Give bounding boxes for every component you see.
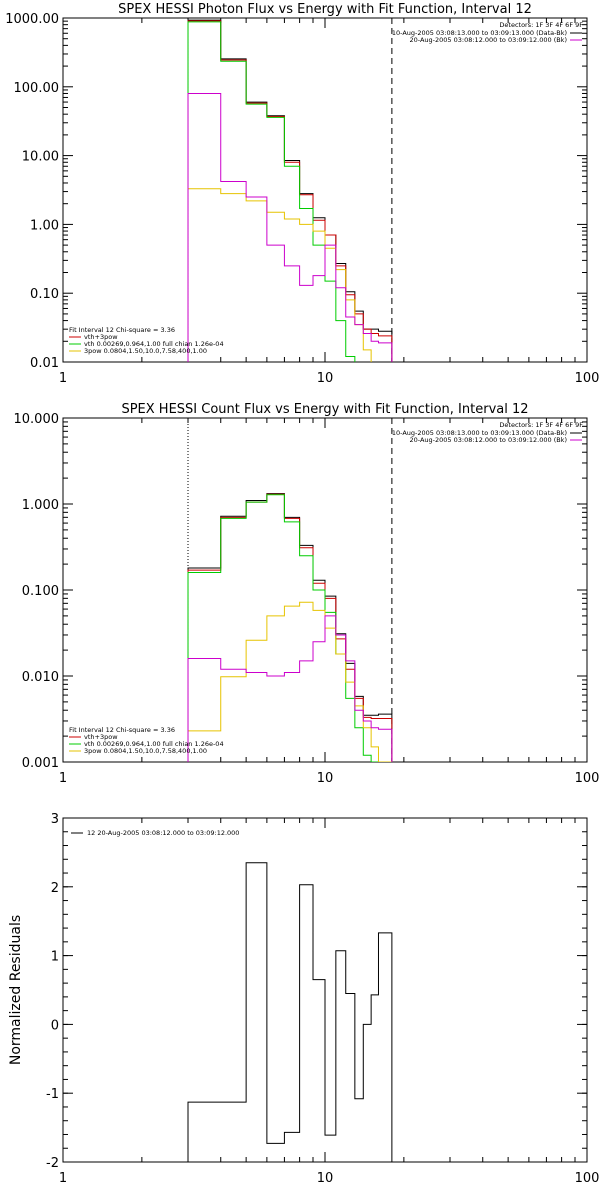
y-tick-label: 0.001 — [22, 756, 59, 771]
y-axis-label: Normalized Residuals — [8, 915, 24, 1065]
legend-entry: 3pow 0.0804,1.50,10.0,7.58,400,1.00 — [84, 747, 207, 755]
plot-frame — [62, 17, 588, 363]
series-group — [187, 493, 393, 762]
y-tick-label: 1.000 — [22, 498, 59, 513]
x-tick-label: 10 — [317, 371, 334, 386]
y-tick-label: 100.00 — [14, 81, 60, 96]
x-tick-label: 100 — [575, 371, 600, 386]
legend-top-left: 12 20-Aug-2005 03:08:12.000 to 03:09:12.… — [71, 829, 239, 837]
panel-1: SPEX HESSI Photon Flux vs Energy with Fi… — [5, 2, 600, 386]
legend-entry: vth 0.00269,0.964,1.00 full chian 1.26e-… — [84, 340, 224, 348]
series-vth-3pow-line — [187, 493, 393, 762]
series-group — [187, 19, 393, 362]
y-tick-label: -1 — [46, 1087, 59, 1102]
series-data-bk-line — [187, 493, 393, 762]
y-tick-label: 1000.00 — [5, 12, 59, 27]
chart-title: SPEX HESSI Photon Flux vs Energy with Fi… — [118, 2, 532, 17]
legend-entry: 10-Aug-2005 03:08:13.000 to 03:09:13.000… — [392, 429, 567, 437]
legend-detectors: Detectors: 1F 3F 4F 6F 9F — [499, 421, 583, 429]
x-tick-label: 1 — [59, 1171, 67, 1186]
legend-fit-header: Fit Interval 12 Chi-square = 3.36 — [69, 326, 175, 334]
panel-2: SPEX HESSI Count Flux vs Energy with Fit… — [14, 402, 600, 786]
series-bk-line — [187, 615, 393, 762]
legend-entry: 20-Aug-2005 03:08:12.000 to 03:09:12.000… — [410, 36, 567, 44]
legend-entry: vth+3pow — [84, 733, 118, 741]
series-3pow-line — [187, 601, 393, 762]
y-tick-label: 10.000 — [14, 412, 60, 427]
legend-bottom-left: Fit Interval 12 Chi-square = 3.36vth+3po… — [69, 326, 224, 355]
series-3pow-line — [187, 188, 372, 362]
y-tick-label: 0.010 — [22, 670, 59, 685]
y-tick-label: 0.10 — [30, 287, 59, 302]
legend-entry: 3pow 0.0804,1.50,10.0,7.58,400,1.00 — [84, 347, 207, 355]
y-tick-label: 2 — [51, 881, 59, 896]
x-tick-label: 1 — [59, 371, 67, 386]
series-group — [187, 862, 393, 1162]
legend-entry: 12 20-Aug-2005 03:08:12.000 to 03:09:12.… — [87, 829, 239, 837]
legend-entry: vth+3pow — [84, 333, 118, 341]
x-tick-label: 100 — [575, 1171, 600, 1186]
y-tick-label: 0.100 — [22, 584, 59, 599]
series-residuals-line — [187, 862, 393, 1162]
y-tick-label: 10.00 — [22, 150, 59, 165]
y-tick-label: 0 — [51, 1018, 59, 1033]
y-tick-label: 0.01 — [30, 356, 59, 371]
x-tick-label: 100 — [575, 771, 600, 786]
chart-title: SPEX HESSI Count Flux vs Energy with Fit… — [121, 402, 528, 417]
legend-entry: vth 0.00269,0.964,1.00 full chian 1.26e-… — [84, 740, 224, 748]
legend-fit-header: Fit Interval 12 Chi-square = 3.36 — [69, 726, 175, 734]
legend-entry: 20-Aug-2005 03:08:12.000 to 03:09:12.000… — [410, 436, 567, 444]
legend-entry: 10-Aug-2005 03:08:13.000 to 03:09:13.000… — [392, 29, 567, 37]
legend-detectors: Detectors: 1F 3F 4F 6F 9F — [499, 21, 583, 29]
legend-bottom-left: Fit Interval 12 Chi-square = 3.36vth+3po… — [69, 726, 224, 755]
y-tick-label: 1 — [51, 950, 59, 965]
panel-3: 1 10 100 -2 -1 0 1 2 3 Normalized Residuals 12 20-… — [8, 812, 600, 1186]
series-vth-line — [187, 21, 356, 362]
y-tick-label: 1.00 — [30, 218, 59, 233]
series-vth-line — [187, 494, 393, 762]
x-tick-label: 10 — [317, 771, 334, 786]
series-bk-line — [187, 92, 393, 362]
x-tick-label: 10 — [317, 1171, 334, 1186]
x-tick-label: 1 — [59, 771, 67, 786]
y-tick-label: -2 — [46, 1156, 59, 1171]
y-tick-label: 3 — [51, 812, 59, 827]
